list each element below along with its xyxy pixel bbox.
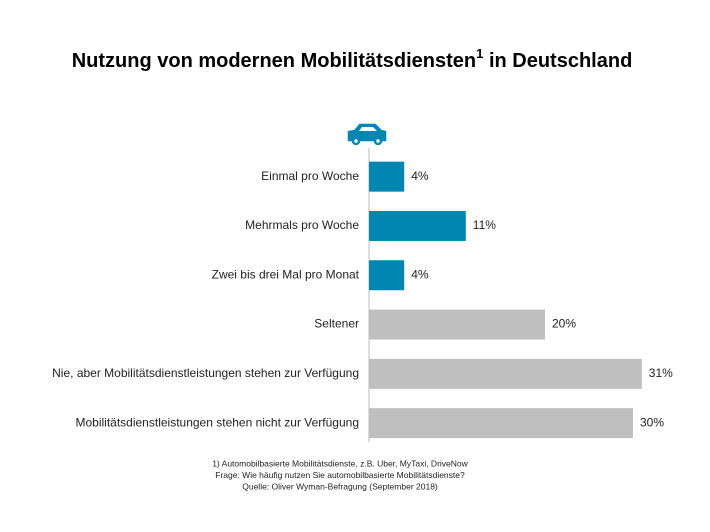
title-main: Nutzung von modernen Mobilitätsdiensten — [72, 50, 476, 72]
car-icon — [347, 123, 387, 146]
value-label: 4% — [411, 267, 429, 281]
bar — [369, 161, 405, 192]
value-label: 11% — [473, 218, 496, 232]
category-label: Nie, aber Mobilitätsdienstleistungen ste… — [52, 366, 359, 380]
category-label: Zwei bis drei Mal pro Monat — [212, 267, 360, 281]
footnote: Frage: Wie häufig nutzen Sie automobilba… — [215, 470, 465, 480]
bar — [369, 309, 545, 340]
category-label: Seltener — [314, 317, 359, 331]
chart-title: Nutzung von modernen Mobilitätsdiensten1… — [72, 46, 633, 72]
value-label: 4% — [411, 169, 429, 183]
bar — [369, 408, 633, 439]
title-superscript: 1 — [476, 46, 483, 61]
value-label: 31% — [649, 366, 673, 380]
category-label: Mehrmals pro Woche — [245, 218, 359, 232]
bar — [369, 358, 642, 389]
title-end: in Deutschland — [483, 50, 632, 72]
bar — [369, 210, 466, 241]
value-label: 30% — [640, 415, 664, 429]
footnote: 1) Automobilbasierte Mobilitätsdienste, … — [212, 458, 468, 468]
bar — [369, 260, 405, 291]
footnote: Quelle: Oliver Wyman-Befragung (Septembe… — [242, 481, 438, 491]
category-label: Mobilitätsdienstleistungen stehen nicht … — [75, 415, 359, 429]
value-label: 20% — [552, 317, 576, 331]
category-label: Einmal pro Woche — [261, 169, 359, 183]
